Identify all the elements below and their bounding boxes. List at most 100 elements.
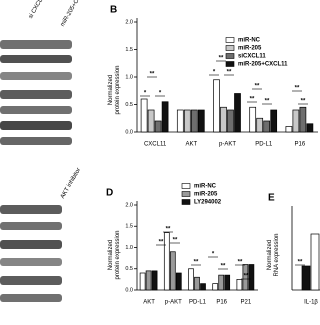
bar bbox=[140, 98, 148, 133]
bar bbox=[236, 279, 243, 291]
bar bbox=[212, 283, 219, 291]
y-tick-label: 0.0 bbox=[125, 287, 133, 293]
significance-mark: ** bbox=[255, 84, 260, 90]
significance-mark: ** bbox=[219, 56, 224, 62]
blot-label: AKT inhibitor bbox=[60, 167, 82, 200]
bar bbox=[183, 109, 191, 133]
bar bbox=[176, 109, 184, 133]
legend-swatch bbox=[181, 183, 191, 189]
significance-mark: ** bbox=[221, 264, 226, 270]
blot-bottom bbox=[0, 205, 62, 302]
bar bbox=[151, 270, 158, 291]
significance-mark: ** bbox=[166, 227, 171, 233]
x-tick-label: p-AKT bbox=[219, 142, 236, 148]
legend-swatch bbox=[181, 191, 191, 197]
panel-label: D bbox=[106, 188, 113, 199]
legend-label: miR-205 bbox=[238, 46, 262, 52]
legend-label: siCXCL11 bbox=[238, 54, 266, 60]
panel-label: E bbox=[268, 193, 275, 204]
legend-swatch bbox=[225, 45, 235, 51]
bar bbox=[301, 265, 311, 291]
y-tick-label: 2.0 bbox=[125, 202, 133, 208]
bar bbox=[224, 274, 231, 291]
bar bbox=[270, 109, 278, 133]
bar bbox=[242, 264, 249, 291]
panel-label: B bbox=[110, 5, 117, 16]
bar bbox=[147, 109, 155, 133]
bar bbox=[234, 93, 241, 133]
bar bbox=[139, 272, 146, 291]
bar bbox=[161, 101, 169, 133]
bar bbox=[213, 79, 220, 133]
x-tick-label: AKT bbox=[185, 142, 197, 148]
significance-mark: * bbox=[213, 70, 216, 76]
y-axis-label: Normalizedprotein expression bbox=[108, 230, 121, 279]
significance-mark: * bbox=[159, 91, 162, 97]
x-tick-label: CXCL11 bbox=[144, 142, 167, 148]
x-tick-label: P16 bbox=[295, 142, 306, 148]
bar bbox=[175, 272, 182, 291]
y-tick-label: 0.5 bbox=[125, 102, 133, 108]
y-tick-label: 1.5 bbox=[125, 224, 133, 230]
x-tick-label: P16 bbox=[216, 300, 227, 306]
y-tick-label: 0.5 bbox=[125, 266, 133, 272]
blot-label: si CXCL11 bbox=[28, 0, 48, 20]
bar bbox=[169, 251, 176, 291]
legend-label: miR-NC bbox=[238, 38, 261, 44]
x-tick-label: P21 bbox=[241, 300, 252, 306]
significance-mark: ** bbox=[150, 72, 155, 78]
significance-mark: ** bbox=[159, 240, 164, 246]
bar bbox=[197, 109, 205, 133]
significance-mark: ** bbox=[227, 70, 232, 76]
y-axis-label: Normalizedprotein expression bbox=[108, 65, 121, 114]
legend-label: miR-NC bbox=[194, 184, 217, 190]
legend-label: miR-205+CXCL11 bbox=[238, 62, 288, 68]
bar bbox=[194, 276, 200, 291]
legend-label: LY294002 bbox=[194, 200, 222, 206]
significance-mark: ** bbox=[173, 238, 178, 244]
bar bbox=[248, 264, 255, 291]
bar bbox=[163, 232, 170, 291]
bar bbox=[310, 233, 320, 291]
legend-swatch bbox=[225, 53, 235, 59]
significance-mark: * bbox=[212, 252, 215, 258]
y-tick-label: 1.0 bbox=[125, 74, 133, 80]
significance-mark: ** bbox=[244, 274, 249, 280]
legend-label: miR-205 bbox=[194, 192, 218, 198]
y-axis-label: NormalizedRNA expression bbox=[267, 233, 280, 276]
significance-mark: ** bbox=[298, 260, 303, 266]
bar bbox=[292, 109, 300, 133]
y-tick-label: 1.5 bbox=[125, 47, 133, 53]
blot-label: miR-205+CXCL11 bbox=[60, 0, 90, 28]
legend-swatch bbox=[225, 37, 235, 43]
bar bbox=[285, 126, 293, 133]
legend-swatch bbox=[181, 199, 191, 205]
significance-mark: ** bbox=[295, 86, 300, 92]
y-tick-label: 0.0 bbox=[125, 129, 133, 135]
legend-swatch bbox=[225, 61, 235, 67]
bar bbox=[299, 106, 307, 133]
significance-mark: ** bbox=[301, 99, 306, 105]
significance-mark: ** bbox=[265, 99, 270, 105]
y-tick-label: 2.0 bbox=[125, 19, 133, 25]
bar bbox=[154, 120, 162, 133]
bar bbox=[256, 117, 264, 133]
significance-mark: ** bbox=[238, 260, 243, 266]
bar bbox=[306, 123, 314, 133]
significance-mark: ** bbox=[194, 260, 199, 266]
blot-top bbox=[0, 40, 72, 145]
x-tick-label: AKT bbox=[143, 300, 155, 306]
bar bbox=[220, 106, 227, 133]
bar bbox=[190, 109, 198, 133]
x-tick-label: PD-L1 bbox=[255, 142, 273, 148]
bar bbox=[249, 106, 257, 133]
x-tick-label: IL-1β bbox=[304, 300, 318, 306]
significance-mark: ** bbox=[250, 97, 255, 103]
x-tick-label: p-AKT bbox=[165, 300, 182, 306]
bar bbox=[145, 270, 152, 291]
bar bbox=[188, 268, 194, 291]
bar bbox=[263, 120, 271, 133]
x-tick-label: PD-L1 bbox=[189, 300, 207, 306]
bar bbox=[218, 274, 225, 291]
